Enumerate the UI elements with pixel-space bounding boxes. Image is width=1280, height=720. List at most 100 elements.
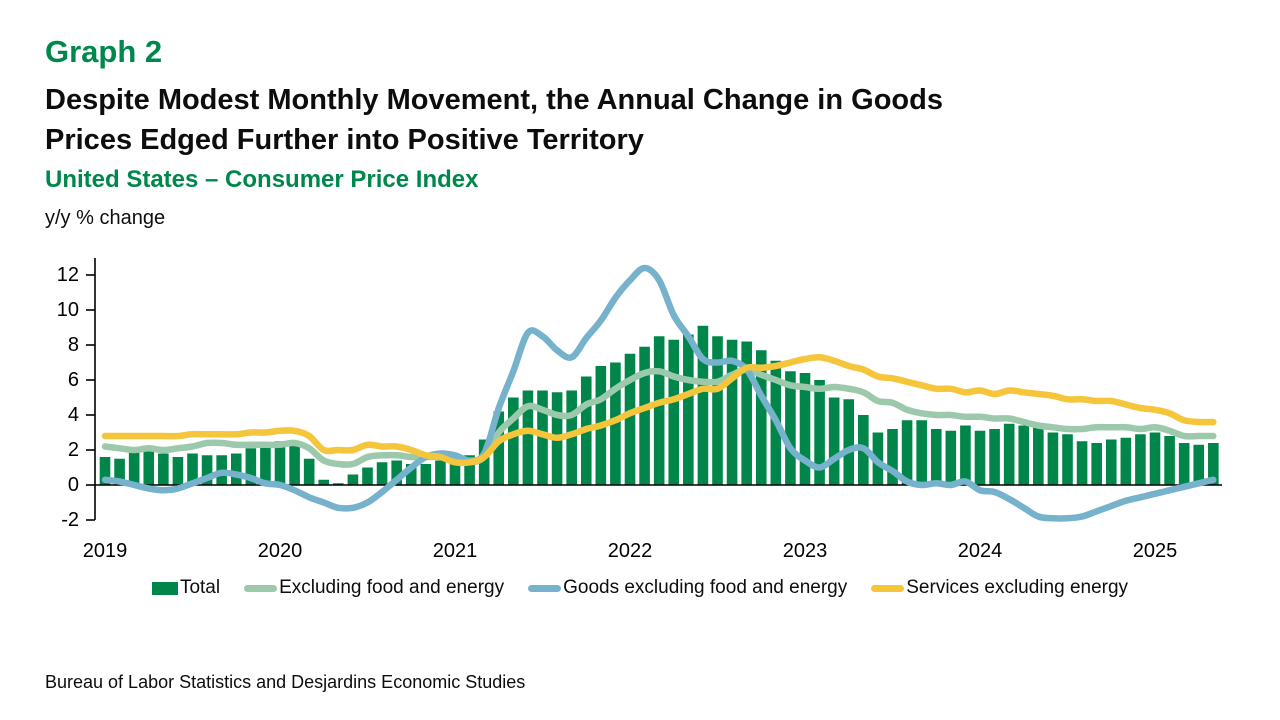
bar-total <box>1091 443 1102 485</box>
bar-total <box>1164 436 1175 485</box>
bar-total <box>960 425 971 485</box>
x-axis-labels: 2019 2020 2021 2022 2023 2024 2025 <box>83 540 1178 562</box>
bar-total <box>1193 444 1205 485</box>
bar-total <box>245 448 257 485</box>
y-tick-label: 6 <box>68 369 79 391</box>
bar-total <box>1062 434 1073 485</box>
legend-line-swatch-services-excluding-energy <box>871 584 905 592</box>
y-tick-label: -2 <box>61 509 79 531</box>
line-services-excluding-energy <box>101 354 1217 467</box>
x-tick-label: 2025 <box>1133 540 1178 562</box>
bar-total <box>697 325 709 485</box>
legend-item-excluding-food-and-energy: Excluding food and energy <box>244 577 504 599</box>
bar-total <box>683 334 694 485</box>
bar-total <box>99 457 111 485</box>
bar-total <box>391 460 402 485</box>
x-tick-label: 2023 <box>783 540 828 562</box>
chart-legend: Total Excluding food and energy Goods excl… <box>0 577 1280 599</box>
y-tick-label: 8 <box>68 334 79 356</box>
bar-total <box>347 474 359 485</box>
legend-label-excluding-food-and-energy: Excluding food and energy <box>279 577 505 598</box>
bar-total <box>1208 443 1219 485</box>
bar-total <box>464 455 475 485</box>
bar-total <box>318 479 330 485</box>
bar-total <box>887 429 898 485</box>
bar-total <box>901 420 913 485</box>
bar-total <box>420 464 432 485</box>
legend-item-services-excluding-energy: Services excluding energy <box>871 577 1128 599</box>
bar-total <box>1033 427 1044 485</box>
bar-total <box>799 373 811 485</box>
bar-total <box>289 444 300 485</box>
x-tick-label: 2022 <box>608 540 653 562</box>
bar-total <box>755 350 767 485</box>
bar-total <box>522 390 534 485</box>
bar-total <box>1135 434 1146 485</box>
bar-total <box>930 429 942 485</box>
bar-total <box>362 467 373 485</box>
bar-total <box>405 464 417 485</box>
y-axis-units-label: y/y % change <box>45 207 166 229</box>
source-note: Bureau of Labor Statistics and Desjardin… <box>45 672 526 692</box>
bar-total <box>230 453 242 485</box>
bar-total <box>814 380 825 485</box>
bar-total <box>493 411 505 485</box>
line-excluding-food-and-energy <box>101 366 1217 468</box>
bar-total <box>158 453 169 485</box>
y-tick-label: 10 <box>57 299 79 321</box>
bar-total <box>1105 439 1117 485</box>
bar-total <box>1178 443 1190 485</box>
bar-total <box>566 390 577 485</box>
line-goods-excluding-food-and-energy <box>101 264 1217 522</box>
bar-total <box>274 441 286 485</box>
bar-total <box>172 457 184 485</box>
bar-total <box>376 462 388 485</box>
bar-total <box>449 460 461 485</box>
bar-total <box>1003 423 1015 485</box>
region-subtitle: United States – Consumer Price Index <box>45 166 479 193</box>
bar-total <box>435 460 446 485</box>
cpi-chart: -2 0 2 4 6 8 10 12 2019 2020 2021 2022 2023 2024 2025 <box>57 258 1222 562</box>
y-axis: -2 0 2 4 6 8 10 12 <box>57 258 96 531</box>
bar-total <box>260 444 271 485</box>
bar-total <box>1149 432 1161 485</box>
bar-total <box>712 336 723 485</box>
bar-total <box>478 439 490 485</box>
legend-label-services-excluding-energy: Services excluding energy <box>906 577 1129 598</box>
x-tick-label: 2021 <box>433 540 478 562</box>
bar-total <box>624 353 636 485</box>
bar-total <box>508 397 519 485</box>
y-tick-label: 4 <box>68 404 79 426</box>
y-tick-label: 12 <box>57 264 79 286</box>
bar-total <box>828 397 840 485</box>
bar-total <box>974 430 986 485</box>
x-tick-label: 2024 <box>958 540 1003 562</box>
bar-total <box>653 336 665 485</box>
bar-total <box>1047 432 1059 485</box>
bar-total <box>726 339 738 485</box>
legend-item-goods-excluding-food-and-energy: Goods excluding food and energy <box>528 577 847 599</box>
legend-line-swatch-excluding-food-and-energy <box>244 584 278 592</box>
legend-item-total: Total <box>151 577 220 599</box>
legend-label-goods-excluding-food-and-energy: Goods excluding food and energy <box>563 577 848 598</box>
bar-total <box>333 483 344 485</box>
bar-total <box>741 341 752 485</box>
bar-total <box>128 451 140 485</box>
bar-total <box>1018 425 1030 485</box>
legend-square-swatch-total <box>151 581 178 595</box>
bar-total <box>639 346 650 485</box>
bar-total <box>114 458 125 485</box>
chart-headline: Despite Modest Monthly Movement, the Ann… <box>45 84 943 156</box>
bar-total <box>843 399 855 485</box>
bar-total <box>143 450 155 485</box>
bar-total <box>187 453 198 485</box>
x-tick-label: 2020 <box>258 540 303 562</box>
bar-total <box>201 455 213 485</box>
legend-line-swatch-goods-excluding-food-and-energy <box>528 584 562 592</box>
x-tick-label: 2019 <box>83 540 128 562</box>
bar-total <box>916 420 927 485</box>
bar-total <box>945 430 957 485</box>
bar-total <box>989 429 1000 485</box>
graph-number-label: Graph 2 <box>45 34 163 69</box>
